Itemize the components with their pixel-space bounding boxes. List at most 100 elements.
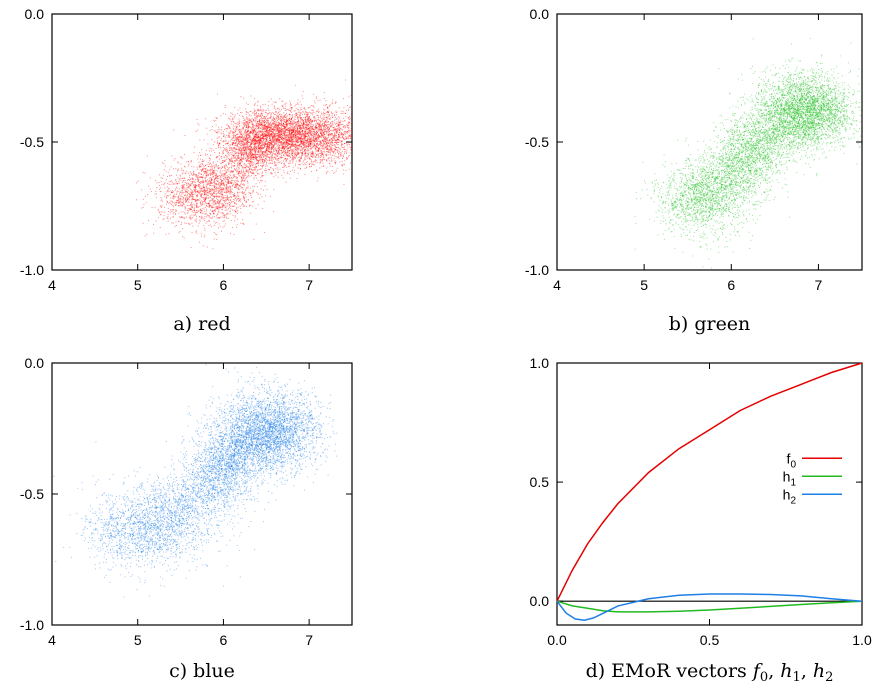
scatter-point [273, 127, 275, 129]
scatter-point [186, 199, 188, 201]
scatter-point [266, 134, 268, 136]
scatter-point [182, 184, 184, 186]
scatter-point [338, 152, 340, 154]
scatter-point [279, 117, 281, 119]
scatter-point [324, 131, 326, 133]
scatter-point [195, 200, 197, 202]
scatter-point [349, 134, 351, 136]
scatter-point [302, 123, 304, 125]
scatter-point [346, 143, 348, 145]
scatter-point [278, 122, 280, 124]
scatter-point [280, 135, 282, 137]
scatter-point [282, 135, 284, 137]
scatter-point [291, 129, 293, 131]
scatter-point [265, 148, 267, 150]
scatter-point [312, 127, 314, 129]
scatter-point [155, 220, 157, 222]
scatter-point [304, 133, 306, 135]
scatter-point [338, 141, 340, 143]
scatter-point [296, 127, 298, 129]
scatter-point [285, 138, 287, 140]
scatter-point [222, 131, 224, 133]
scatter-point [305, 143, 307, 145]
scatter-point [299, 134, 301, 136]
scatter-point [279, 146, 281, 148]
scatter-point [287, 136, 289, 138]
scatter-point [317, 133, 319, 135]
scatter-point [330, 156, 332, 158]
scatter-point [198, 124, 200, 126]
scatter-point [186, 184, 188, 186]
scatter-point [259, 119, 261, 121]
scatter-point [242, 143, 244, 145]
scatter-point [292, 134, 294, 136]
scatter-point [223, 184, 225, 186]
scatter-point [242, 158, 244, 160]
scatter-point [277, 159, 279, 161]
scatter-point [268, 147, 270, 149]
scatter-point [309, 162, 311, 164]
scatter-point [136, 199, 138, 201]
scatter-point [315, 119, 317, 121]
scatter-point [294, 146, 296, 148]
scatter-point [211, 179, 213, 181]
scatter-point [243, 176, 245, 178]
scatter-point [286, 152, 288, 154]
scatter-point [264, 125, 266, 127]
scatter-point [368, 133, 369, 134]
scatter-point [331, 130, 333, 132]
scatter-point [258, 143, 260, 145]
scatter-point [187, 185, 189, 187]
scatter-point [267, 147, 269, 149]
scatter-point [309, 127, 311, 129]
scatter-point [236, 183, 238, 185]
scatter-point [236, 138, 238, 140]
scatter-point [271, 134, 273, 136]
scatter-point [285, 142, 287, 144]
scatter-point [314, 141, 316, 143]
scatter-point [284, 163, 286, 165]
scatter-point [294, 163, 296, 165]
scatter-point [256, 156, 258, 158]
scatter-point [285, 135, 287, 137]
scatter-point [320, 132, 322, 134]
scatter-point [181, 191, 183, 193]
scatter-point [277, 124, 279, 126]
scatter-point [211, 226, 213, 228]
scatter-point [325, 153, 327, 155]
scatter-point [237, 162, 239, 164]
scatter-point [212, 192, 214, 194]
scatter-point [219, 178, 221, 180]
scatter-point [241, 192, 243, 194]
scatter-point [305, 132, 307, 134]
scatter-point [246, 125, 248, 127]
scatter-point [359, 120, 360, 121]
scatter-point [176, 187, 178, 189]
scatter-point [262, 120, 264, 122]
scatter-point [341, 137, 343, 139]
scatter-point [240, 146, 242, 148]
scatter-point [298, 152, 300, 154]
scatter-point [283, 147, 285, 149]
scatter-point [276, 115, 278, 117]
scatter-point [315, 131, 317, 133]
scatter-point [257, 109, 259, 111]
scatter-point [268, 169, 270, 171]
scatter-point [267, 122, 269, 124]
scatter-point [303, 132, 305, 134]
scatter-point [278, 119, 280, 121]
scatter-point [351, 175, 352, 177]
scatter-point [303, 137, 305, 139]
scatter-point [256, 142, 258, 144]
scatter-point [284, 123, 286, 125]
scatter-point [270, 137, 272, 139]
scatter-point [255, 133, 257, 135]
scatter-point [256, 156, 258, 158]
scatter-point [325, 139, 327, 141]
scatter-point [333, 135, 335, 137]
scatter-point [206, 202, 208, 204]
scatter-point [263, 147, 265, 149]
scatter-point [208, 180, 210, 182]
scatter-point [236, 122, 238, 124]
scatter-point [297, 153, 299, 155]
